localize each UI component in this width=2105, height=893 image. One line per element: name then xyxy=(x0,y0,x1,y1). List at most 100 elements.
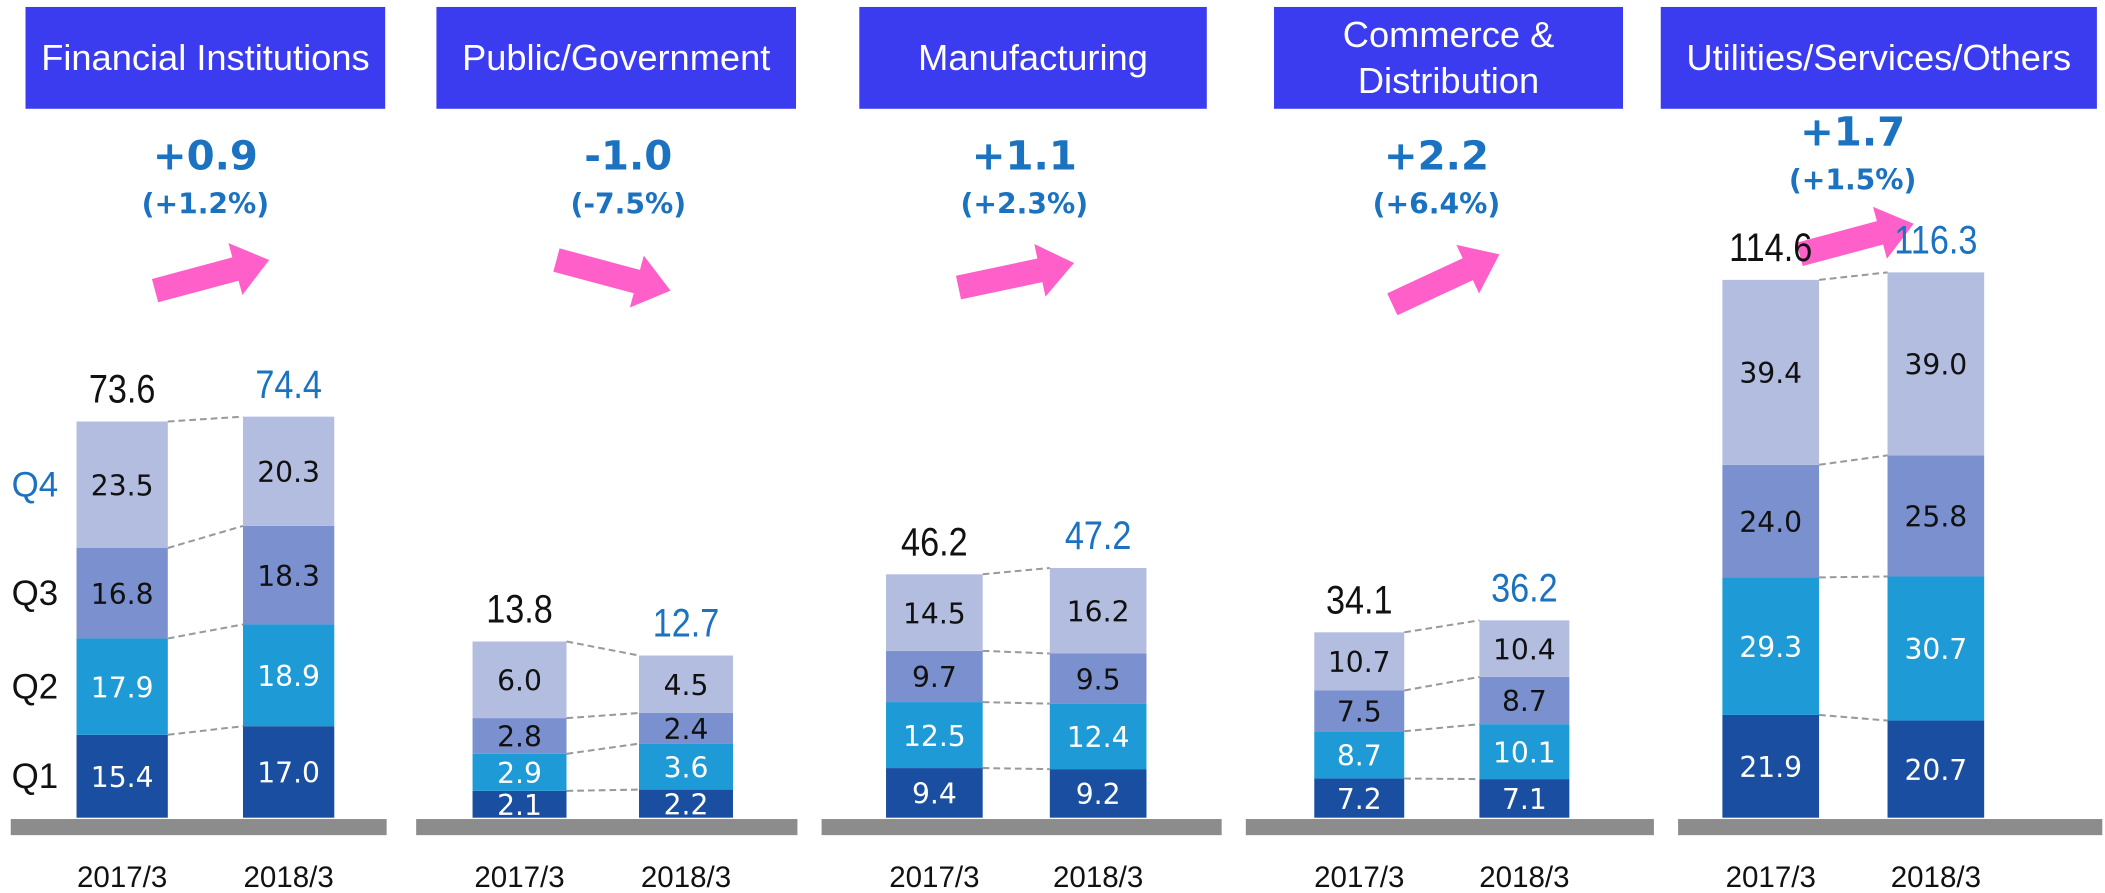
value-label: 10.4 xyxy=(1493,633,1556,666)
value-label: 21.9 xyxy=(1739,751,1802,784)
bar-segment xyxy=(1049,653,1147,704)
bar-segment xyxy=(472,718,567,754)
value-label: 25.8 xyxy=(1904,501,1967,534)
change-value: +1.7 xyxy=(1800,109,1905,155)
value-label: 16.2 xyxy=(1067,595,1130,628)
value-label: 14.5 xyxy=(903,597,966,630)
bar-segment xyxy=(1049,567,1147,654)
value-label: 17.0 xyxy=(257,757,320,790)
value-label: 15.4 xyxy=(91,761,154,794)
bar-segment xyxy=(886,574,983,651)
change-value: +0.9 xyxy=(153,134,258,180)
change-percent: (+1.5%) xyxy=(1789,163,1917,196)
x-tick-label: 2017/3 xyxy=(1726,861,1816,893)
value-label: 8.7 xyxy=(1337,740,1382,773)
bar-segment xyxy=(472,753,567,791)
connector xyxy=(1818,713,1888,722)
legend-label: Q1 xyxy=(12,757,59,796)
value-label: 2.8 xyxy=(497,721,542,754)
change-percent: (+6.4%) xyxy=(1373,188,1501,221)
total-label: 47.2 xyxy=(1065,512,1132,557)
bar-segment xyxy=(886,650,983,703)
x-tick-label: 2017/3 xyxy=(1314,861,1404,893)
total-label: 74.4 xyxy=(255,361,322,406)
panel-title: Commerce & Distribution xyxy=(1274,6,1624,109)
change-value: +1.1 xyxy=(972,134,1077,180)
baseline xyxy=(416,819,798,836)
bar-segment xyxy=(1722,577,1820,715)
connector xyxy=(167,524,244,549)
x-tick-label: 2017/3 xyxy=(889,861,979,893)
value-label: 7.1 xyxy=(1502,783,1547,816)
connector xyxy=(566,711,640,720)
legend-label: Q4 xyxy=(12,466,59,505)
connector xyxy=(982,767,1050,771)
value-label: 2.4 xyxy=(664,713,709,746)
total-label: 116.3 xyxy=(1894,217,1977,262)
bar-segment xyxy=(886,768,983,818)
value-label: 8.7 xyxy=(1502,685,1547,718)
baseline xyxy=(1245,819,1654,836)
bar-segment xyxy=(1722,464,1820,578)
panel-header: Public/Government xyxy=(436,6,797,109)
value-label: 30.7 xyxy=(1904,633,1967,666)
bar-segment xyxy=(1887,720,1985,818)
connector xyxy=(1404,777,1480,781)
panel-header: Financial Institutions xyxy=(25,6,386,109)
value-label: 20.7 xyxy=(1904,754,1967,787)
connector xyxy=(1819,575,1888,579)
x-tick-label: 2018/3 xyxy=(1053,861,1143,893)
baseline xyxy=(10,819,387,836)
value-label: 4.5 xyxy=(664,669,709,702)
connector xyxy=(1404,675,1480,692)
value-label: 12.4 xyxy=(1067,721,1130,754)
value-label: 39.0 xyxy=(1904,349,1967,382)
value-label: 9.4 xyxy=(912,778,957,811)
bar-segment xyxy=(472,790,567,818)
x-tick-label: 2018/3 xyxy=(1479,861,1569,893)
x-tick-label: 2017/3 xyxy=(474,861,564,893)
trend-arrow xyxy=(1796,206,1914,267)
value-label: 12.5 xyxy=(903,720,966,753)
panel-header: Utilities/Services/Others xyxy=(1660,6,2097,109)
bar-segment xyxy=(639,712,733,744)
panel-title: Financial Institutions xyxy=(25,6,386,109)
connector xyxy=(982,701,1050,705)
connector xyxy=(167,725,244,736)
connector xyxy=(982,649,1050,655)
value-label: 16.8 xyxy=(91,578,154,611)
trend-arrow xyxy=(955,244,1075,300)
total-label: 73.6 xyxy=(89,366,156,411)
bar-segment xyxy=(1049,769,1147,818)
x-tick-label: 2017/3 xyxy=(77,861,167,893)
bar-segment xyxy=(242,624,335,727)
connector xyxy=(566,742,640,755)
bar-segment xyxy=(639,789,733,818)
connector xyxy=(167,623,244,640)
value-label: 9.2 xyxy=(1076,778,1121,811)
connector xyxy=(1818,271,1888,281)
change-value: +2.2 xyxy=(1384,134,1489,180)
value-label: 10.1 xyxy=(1493,736,1556,769)
value-label: 10.7 xyxy=(1328,646,1391,679)
bar-segment xyxy=(1887,455,1985,577)
value-label: 29.3 xyxy=(1739,631,1802,664)
change-percent: (+2.3%) xyxy=(961,188,1089,221)
bar-segment xyxy=(472,641,567,719)
bar-segment xyxy=(1479,779,1570,818)
value-label: 2.9 xyxy=(497,757,542,790)
value-label: 24.0 xyxy=(1739,506,1802,539)
panel-title: Public/Government xyxy=(436,6,797,109)
trend-arrow xyxy=(553,248,671,308)
value-label: 9.5 xyxy=(1076,663,1121,696)
x-tick-label: 2018/3 xyxy=(1891,861,1981,893)
baseline xyxy=(1678,819,2103,836)
bar-segment xyxy=(76,421,168,549)
panel-title: Utilities/Services/Others xyxy=(1660,6,2097,109)
value-label: 7.2 xyxy=(1337,783,1382,816)
bar-segment xyxy=(1314,690,1405,732)
bar-segment xyxy=(76,638,168,735)
bar-segment xyxy=(1479,724,1570,780)
legend-label: Q3 xyxy=(12,574,59,613)
